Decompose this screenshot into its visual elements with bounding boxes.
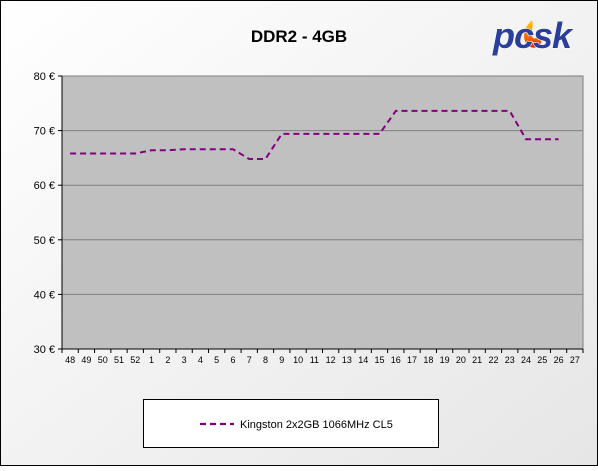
x-tick-label: 19 bbox=[440, 355, 450, 365]
y-tick-label: 30 € bbox=[34, 344, 55, 356]
x-tick-label: 24 bbox=[521, 355, 531, 365]
logo-text: pcsk bbox=[492, 15, 574, 56]
x-tick-label: 23 bbox=[505, 355, 515, 365]
y-tick-label: 80 € bbox=[34, 71, 55, 83]
chart-title: DDR2 - 4GB bbox=[251, 27, 347, 46]
x-tick-label: 11 bbox=[310, 355, 319, 365]
x-tick-label: 3 bbox=[182, 355, 187, 365]
x-tick-label: 10 bbox=[293, 355, 303, 365]
legend-label: Kingston 2x2GB 1066MHz CL5 bbox=[240, 419, 393, 431]
series-line bbox=[70, 109, 559, 160]
x-tick-label: 26 bbox=[554, 355, 564, 365]
legend-box bbox=[143, 399, 439, 448]
x-tick-label: 27 bbox=[570, 355, 580, 365]
x-tick-label: 50 bbox=[98, 355, 108, 365]
x-tick-label: 5 bbox=[214, 355, 219, 365]
x-tick-label: 15 bbox=[374, 355, 384, 365]
x-tick-label: 8 bbox=[263, 355, 268, 365]
grid-lines bbox=[62, 130, 583, 295]
series-layer bbox=[70, 109, 559, 160]
x-tick-label: 17 bbox=[407, 355, 417, 365]
x-tick-label: 1 bbox=[149, 355, 154, 365]
y-axis: 30 € 40 € 50 € 60 € 70 € 80 € bbox=[34, 71, 63, 356]
x-tick-label: 49 bbox=[81, 355, 91, 365]
y-tick-label: 40 € bbox=[34, 289, 55, 301]
x-tick-label: 52 bbox=[130, 355, 140, 365]
x-tick-label: 22 bbox=[488, 355, 498, 365]
x-tick-label: 48 bbox=[65, 355, 75, 365]
x-tick-label: 16 bbox=[391, 355, 401, 365]
flame-icon bbox=[524, 20, 542, 48]
x-tick-label: 18 bbox=[423, 355, 433, 365]
x-tick-label: 51 bbox=[114, 355, 124, 365]
logo: pcsk bbox=[491, 14, 575, 56]
legend: Kingston 2x2GB 1066MHz CL5 bbox=[143, 399, 439, 448]
x-tick-label: 9 bbox=[279, 355, 284, 365]
x-tick-label: 2 bbox=[165, 355, 170, 365]
x-tick-label: 25 bbox=[537, 355, 547, 365]
x-tick-label: 21 bbox=[472, 355, 482, 365]
x-tick-label: 6 bbox=[230, 355, 235, 365]
x-axis: 48 49 50 51 52 1 2 3 4 5 6 7 8 9 10 11 12 13 14 15 16 17 18 19 2… bbox=[61, 348, 584, 365]
y-tick-label: 50 € bbox=[34, 235, 55, 247]
x-tick-label: 7 bbox=[247, 355, 252, 365]
x-tick-label: 4 bbox=[198, 355, 203, 365]
x-tick-label: 14 bbox=[358, 355, 368, 365]
y-tick-label: 70 € bbox=[34, 126, 55, 138]
plot-area bbox=[61, 75, 584, 350]
y-tick-label: 60 € bbox=[34, 180, 55, 192]
x-tick-label: 13 bbox=[342, 355, 352, 365]
x-tick-label: 12 bbox=[326, 355, 336, 365]
x-tick-label: 20 bbox=[456, 355, 466, 365]
